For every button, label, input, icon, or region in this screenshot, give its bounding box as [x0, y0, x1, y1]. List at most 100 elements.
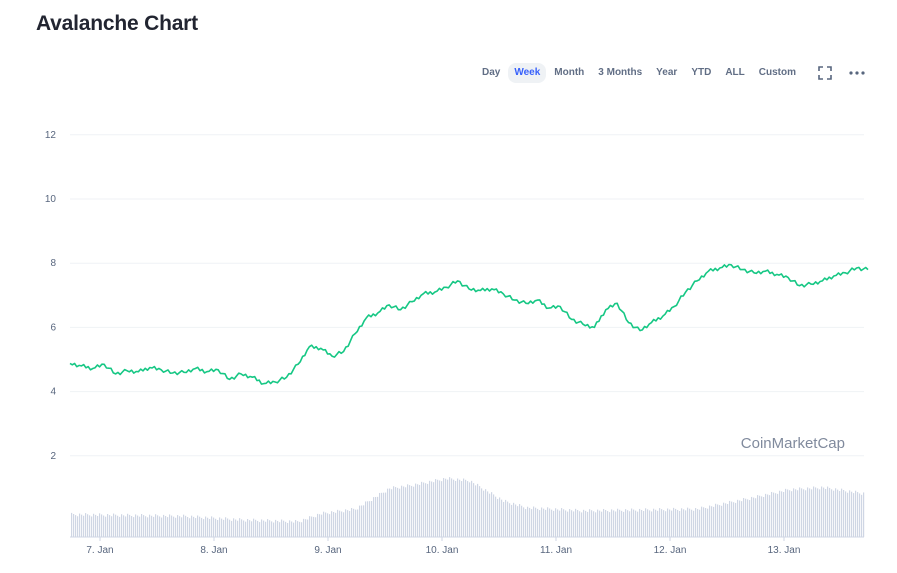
volume-bar	[337, 509, 339, 537]
volume-bars	[71, 477, 865, 537]
volume-bar	[159, 516, 161, 537]
volume-bar	[787, 489, 789, 537]
volume-bar	[733, 502, 735, 537]
volume-bar	[351, 508, 353, 537]
range-day-button[interactable]: Day	[481, 67, 501, 78]
volume-bar	[773, 492, 775, 537]
volume-bar	[329, 514, 331, 537]
y-tick-label: 8	[50, 258, 56, 269]
volume-bar	[449, 477, 451, 537]
volume-bar	[557, 509, 559, 537]
volume-bar	[415, 483, 417, 537]
volume-bar	[387, 488, 389, 537]
volume-bar	[669, 509, 671, 537]
range-all-button[interactable]: ALL	[725, 67, 745, 78]
volume-bar	[741, 501, 743, 537]
range-month-button[interactable]: Month	[554, 67, 585, 78]
volume-bar	[263, 520, 265, 537]
volume-bar	[533, 506, 535, 537]
volume-bar	[155, 514, 157, 537]
range-year-button[interactable]: Year	[656, 67, 678, 78]
volume-bar	[463, 478, 465, 537]
volume-bar	[301, 522, 303, 537]
volume-bar	[713, 506, 715, 537]
volume-bar	[299, 521, 301, 537]
volume-bar	[659, 508, 661, 537]
volume-bar	[843, 490, 845, 537]
volume-bar	[303, 518, 305, 537]
volume-bar	[317, 513, 319, 537]
volume-bar	[137, 515, 139, 537]
volume-bar	[467, 481, 469, 537]
volume-bar	[125, 516, 127, 537]
volume-bar	[829, 487, 831, 537]
volume-bar	[129, 514, 131, 537]
volume-bar	[447, 479, 449, 537]
volume-bar	[391, 489, 393, 537]
volume-bar	[327, 513, 329, 537]
volume-bar	[397, 487, 399, 537]
volume-bar	[203, 519, 205, 537]
volume-bar	[271, 521, 273, 537]
volume-bar	[209, 518, 211, 537]
volume-bar	[419, 484, 421, 537]
volume-bar	[251, 521, 253, 537]
volume-bar	[153, 516, 155, 537]
volume-bar	[433, 482, 435, 537]
volume-bar	[841, 488, 843, 537]
volume-bar	[597, 509, 599, 537]
volume-bar	[691, 509, 693, 537]
volume-bar	[421, 481, 423, 537]
volume-bar	[599, 510, 601, 537]
volume-bar	[179, 516, 181, 537]
more-options-icon[interactable]	[847, 63, 867, 83]
volume-bar	[553, 510, 555, 537]
volume-bar	[667, 508, 669, 537]
volume-bar	[277, 521, 279, 537]
volume-bar	[675, 508, 677, 537]
fullscreen-icon[interactable]	[815, 63, 835, 83]
volume-bar	[781, 491, 783, 537]
volume-bar	[361, 505, 363, 537]
volume-bar	[613, 510, 615, 537]
volume-bar	[515, 504, 517, 537]
volume-bar	[401, 485, 403, 537]
range-custom-button[interactable]: Custom	[758, 67, 796, 78]
volume-bar	[565, 510, 567, 537]
volume-bar	[205, 516, 207, 537]
volume-bar	[749, 500, 751, 537]
volume-bar	[617, 508, 619, 537]
volume-bar	[163, 514, 165, 537]
volume-bar	[453, 479, 455, 537]
volume-bar	[75, 515, 77, 537]
volume-bar	[725, 503, 727, 537]
volume-bar	[499, 497, 501, 537]
range-3-months-button[interactable]: 3 Months	[598, 67, 643, 78]
volume-bar	[145, 516, 147, 537]
range-week-button[interactable]: Week	[508, 63, 547, 83]
volume-bar	[769, 495, 771, 537]
x-tick-label: 8. Jan	[200, 545, 227, 556]
volume-bar	[265, 521, 267, 537]
volume-bar	[523, 507, 525, 537]
volume-bar	[427, 483, 429, 537]
volume-bar	[233, 518, 235, 537]
volume-bar	[719, 505, 721, 537]
volume-bar	[655, 509, 657, 537]
volume-bar	[601, 511, 603, 537]
volume-bar	[325, 512, 327, 537]
volume-bar	[191, 515, 193, 537]
volume-bar	[497, 498, 499, 537]
range-ytd-button[interactable]: YTD	[691, 67, 712, 78]
volume-bar	[285, 521, 287, 537]
volume-bar	[823, 487, 825, 537]
volume-bar	[805, 490, 807, 537]
volume-bar	[811, 489, 813, 537]
y-tick-label: 10	[45, 194, 57, 205]
volume-bar	[139, 516, 141, 537]
volume-bar	[341, 511, 343, 537]
volume-bar	[579, 511, 581, 537]
volume-bar	[703, 507, 705, 537]
volume-bar	[699, 509, 701, 537]
volume-bar	[609, 512, 611, 537]
